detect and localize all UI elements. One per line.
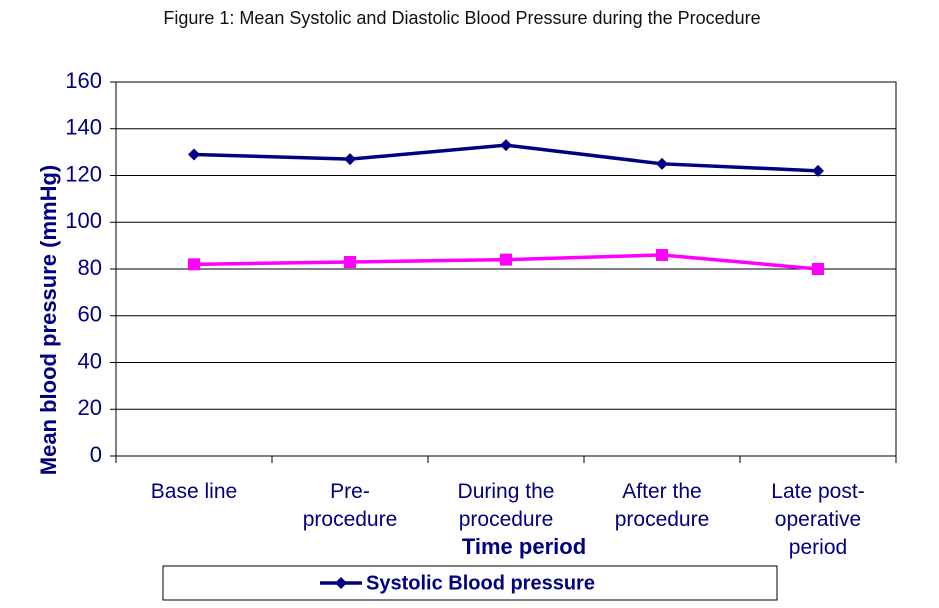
marker <box>656 157 668 170</box>
y-tick-label: 20 <box>78 395 102 420</box>
x-axis-title: Time period <box>462 534 586 559</box>
marker <box>812 164 824 177</box>
y-tick-label: 80 <box>78 255 102 280</box>
x-tick-label: Late post- operative period <box>771 480 865 559</box>
marker <box>335 577 347 589</box>
legend-label: Systolic Blood pressure <box>366 572 595 594</box>
marker <box>344 255 356 268</box>
marker <box>188 258 200 271</box>
y-tick-label: 60 <box>78 302 102 327</box>
chart-title: Figure 1: Mean Systolic and Diastolic Bl… <box>163 8 760 28</box>
y-tick-label: 120 <box>65 161 102 186</box>
y-tick-label: 140 <box>65 115 102 140</box>
marker <box>188 148 200 161</box>
marker <box>344 153 356 166</box>
x-tick-label: After the procedure <box>614 480 710 531</box>
legend-box <box>162 565 778 601</box>
x-tick-label: Pre- procedure <box>302 480 398 531</box>
marker <box>656 248 668 261</box>
y-tick-label: 0 <box>90 442 102 467</box>
x-tick-label: During the procedure <box>457 480 555 531</box>
y-tick-label: 100 <box>65 208 102 233</box>
y-tick-label: 160 <box>65 68 102 93</box>
y-axis-title: Mean blood pressure (mmHg) <box>36 165 61 475</box>
marker <box>500 139 512 152</box>
marker <box>500 253 512 266</box>
y-tick-label: 40 <box>78 348 102 373</box>
x-tick-label: Base line <box>150 480 238 503</box>
marker <box>812 263 824 275</box>
plot-border <box>115 81 897 457</box>
